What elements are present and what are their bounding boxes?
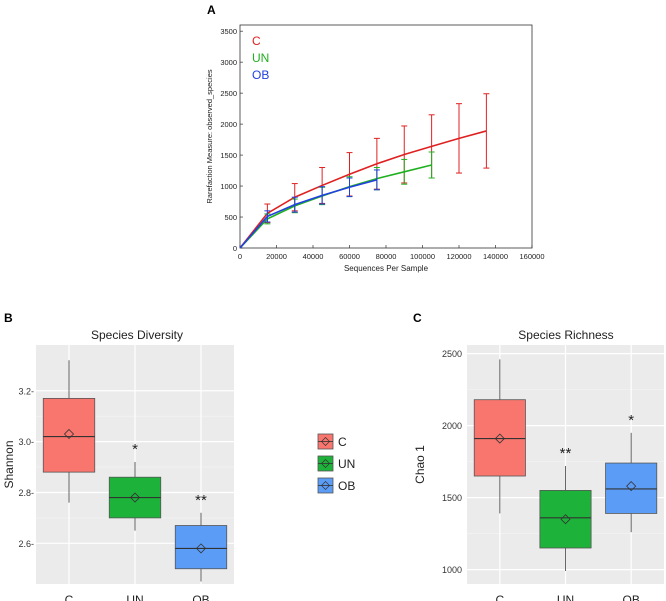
x-tick-label: 40000 [303,252,324,261]
box-c [42,397,96,473]
x-tick-label: 160000 [519,252,544,261]
legend-swatch-mean [321,481,330,490]
y-tick-label: 3000 [220,58,237,67]
y-tick-label: 2500 [220,89,237,98]
panel-c-label: C [413,311,422,325]
x-tick-label: UN [126,593,143,601]
mean-marker [494,433,505,444]
shannon-boxplot: 2.6- 2.8- 3.0- 3.2- C * UN ** OB Species Diversit… [2,328,234,601]
box-c [473,399,526,477]
x-tick-label: 140000 [483,252,508,261]
y-tick-label: 1500 [442,493,462,503]
x-tick-label: 80000 [376,252,397,261]
x-tick-label: UN [557,593,574,601]
x-tick-label: 100000 [410,252,435,261]
chart-title: Species Richness [518,328,613,342]
legend-label-ob: OB [338,479,355,493]
chart-title: Species Diversity [91,328,183,342]
x-axis-label: Sequences Per Sample [344,264,429,273]
legend-entry-c: C [252,34,261,48]
y-tick-label: 1500 [220,151,237,160]
panel-b-label: B [4,311,13,325]
legend-label-un: UN [338,457,355,471]
mean-marker [626,481,637,492]
y-tick-label: 500 [224,213,237,222]
y-tick-label: 3.2- [18,386,34,396]
y-tick-label: 1000 [442,565,462,575]
x-tick-label: C [495,593,504,601]
y-tick-label: 3500 [220,27,237,36]
y-tick-label: 2000 [442,421,462,431]
legend: C UN OB [317,433,355,494]
significance-marker: ** [560,445,572,462]
legend-entry-un: UN [252,51,269,65]
box-un [539,490,592,549]
x-tick-label: OB [622,593,639,601]
legend-entry-ob: OB [252,68,269,82]
series-line-c [239,130,487,249]
mean-marker [195,543,207,554]
x-tick-label: OB [192,593,209,601]
y-tick-label: 3.0- [18,437,34,447]
x-tick-label: 120000 [446,252,471,261]
plot-area-a [239,24,533,249]
x-tick-label: C [65,593,74,601]
mean-marker [63,428,75,440]
chao1-boxplot: 1000 1500 2000 2500 C ** UN * OB Species Richness… [413,328,664,601]
mean-marker [560,514,571,525]
legend-label-c: C [338,435,347,449]
y-tick-label: 2.6- [18,539,34,549]
y-tick-label: 2000 [220,120,237,129]
y-axis-label: Shannon [2,440,16,488]
y-tick-label: 2.8- [18,488,34,498]
y-tick-label: 1000 [220,182,237,191]
y-tick-label: 2500 [442,349,462,359]
box-ob [605,462,658,514]
legend-swatch-mean [321,437,330,446]
x-tick-label: 60000 [339,252,360,261]
x-tick-label: 0 [238,252,242,261]
mean-marker [129,492,141,503]
series-line-ob [239,179,378,249]
legend-swatch-mean [321,459,330,468]
box-ob [174,525,228,570]
significance-marker: ** [195,492,207,509]
rarefaction-plot: 0 20000 40000 60000 80000 100000 120000 140000 1… [205,24,545,273]
x-tick-label: 20000 [266,252,287,261]
significance-marker: * [132,441,138,458]
y-axis-label: Rarefaction Measure: observed_species [205,69,214,203]
significance-marker: * [628,412,634,429]
y-tick-label: 0 [233,244,237,253]
y-axis-label: Chao 1 [413,445,427,484]
panel-a-label: A [207,3,216,17]
